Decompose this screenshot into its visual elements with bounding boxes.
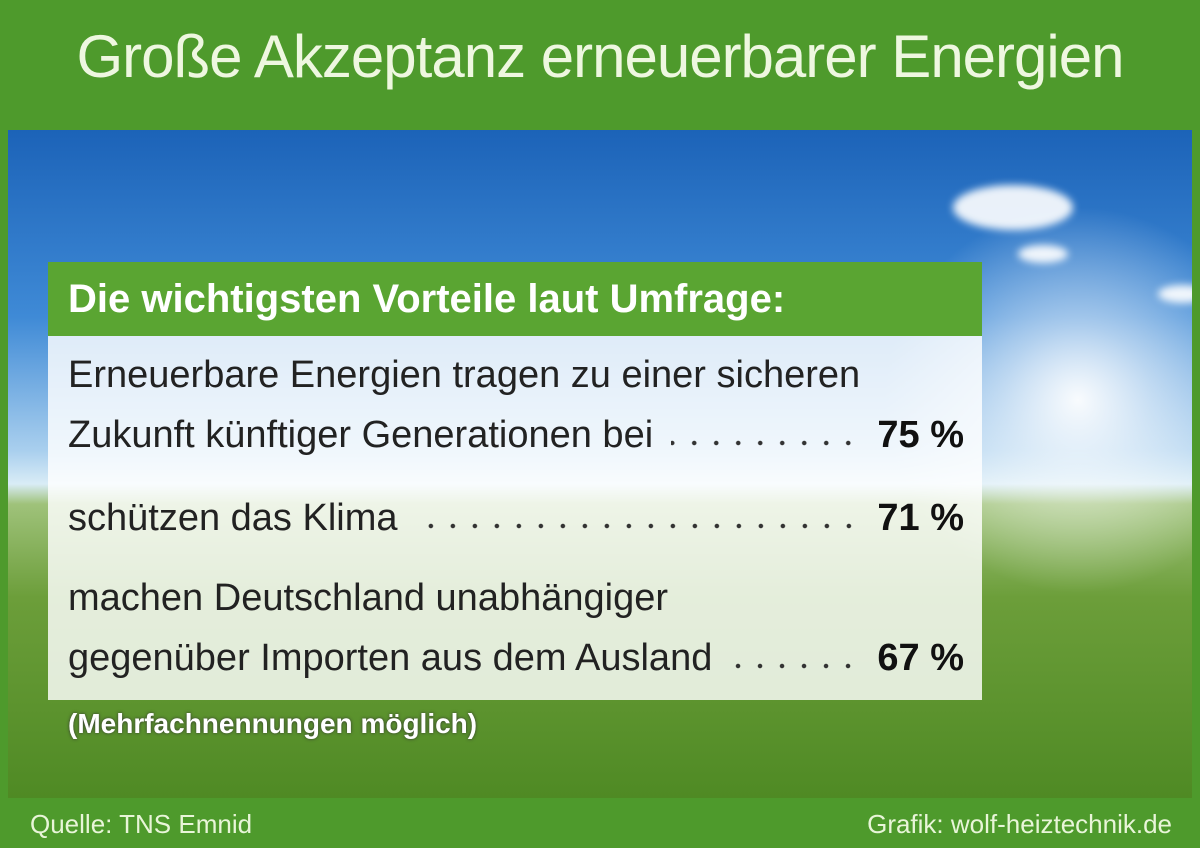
source: Quelle: TNS Emnid xyxy=(30,809,253,839)
item-line: schützen das Klima 71 % xyxy=(68,488,964,548)
dot-leader xyxy=(671,439,860,447)
item-text: Erneuerbare Energien tragen zu einer sic… xyxy=(68,354,861,396)
footnote: (Mehrfachnennungen möglich) xyxy=(68,708,478,739)
cloud xyxy=(1018,245,1068,263)
dot-leader xyxy=(415,522,860,530)
item-value: 75 % xyxy=(877,414,964,456)
item-text: gegenüber Importen aus dem Ausland xyxy=(68,637,713,679)
item-line: machen Deutschland unabhängiger xyxy=(68,568,964,628)
item-line: gegenüber Importen aus dem Ausland 67 % xyxy=(68,628,964,688)
item-text: Zukunft künftiger Generationen bei xyxy=(68,414,654,456)
subtitle: Die wichtigsten Vorteile laut Umfrage: xyxy=(48,262,982,336)
item: Erneuerbare Energien tragen zu einer sic… xyxy=(68,345,964,465)
cloud xyxy=(953,185,1073,230)
dot-leader xyxy=(730,662,860,670)
item-line: Zukunft künftiger Generationen bei 75 % xyxy=(68,405,964,465)
item: machen Deutschland unabhängiger gegenüber… xyxy=(68,568,964,688)
item: schützen das Klima 71 % xyxy=(68,488,964,548)
item-line: Erneuerbare Energien tragen zu einer sic… xyxy=(68,345,964,405)
footer: Quelle: TNS Emnid Grafik: wolf-heiztechn… xyxy=(0,800,1200,848)
item-text: schützen das Klima xyxy=(68,497,398,539)
item-text: machen Deutschland unabhängiger xyxy=(68,577,668,619)
credit: Grafik: wolf-heiztechnik.de xyxy=(867,809,1172,839)
cloud xyxy=(1158,285,1192,303)
item-value: 67 % xyxy=(877,637,964,679)
item-value: 71 % xyxy=(877,497,964,539)
title: Große Akzeptanz erneuerbarer Energien xyxy=(76,23,1125,90)
